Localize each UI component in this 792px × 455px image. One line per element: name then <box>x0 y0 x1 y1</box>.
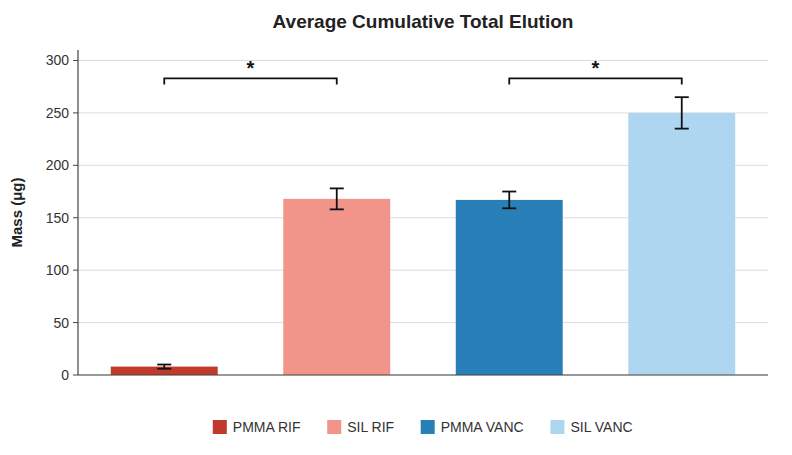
grid-line <box>78 60 768 61</box>
annotation: * <box>592 57 600 79</box>
y-tick <box>73 165 78 166</box>
bar <box>628 113 735 375</box>
chart-title: Average Cumulative Total Elution <box>273 11 574 32</box>
legend-label: SIL RIF <box>347 419 394 435</box>
error-bar <box>502 192 516 209</box>
y-tick <box>73 322 78 323</box>
y-tick-label: 150 <box>46 210 70 226</box>
y-tick <box>73 112 78 113</box>
y-tick <box>73 270 78 271</box>
legend-swatch <box>550 420 564 434</box>
legend-label: PMMA RIF <box>233 419 301 435</box>
error-bar <box>675 97 689 128</box>
annotation: * <box>247 57 255 79</box>
y-tick-label: 250 <box>46 105 70 121</box>
y-tick-label: 300 <box>46 52 70 68</box>
legend-label: PMMA VANC <box>441 419 524 435</box>
y-tick-label: 200 <box>46 157 70 173</box>
grid <box>78 60 768 375</box>
legend: PMMA RIF SIL RIF PMMA VANC SIL VANC <box>213 419 633 435</box>
y-tick-label: 100 <box>46 262 70 278</box>
bar <box>456 200 563 375</box>
bar <box>111 367 218 375</box>
legend-swatch <box>327 420 341 434</box>
legend-swatch <box>213 420 227 434</box>
y-axis-label: Mass (μg) <box>8 177 25 247</box>
y-tick-label: 0 <box>61 367 69 383</box>
error-bar <box>157 365 171 369</box>
chart-svg: Average Cumulative Total Elution Mass (μg… <box>0 0 792 455</box>
y-tick <box>73 375 78 376</box>
bars <box>111 97 735 375</box>
error-bar <box>330 188 344 209</box>
y-tick <box>73 217 78 218</box>
grid-line <box>78 375 768 376</box>
legend-swatch <box>421 420 435 434</box>
bar <box>283 199 390 375</box>
y-tick <box>73 60 78 61</box>
y-axis-line <box>77 50 78 375</box>
y-tick-label: 50 <box>53 315 69 331</box>
legend-label: SIL VANC <box>570 419 632 435</box>
x-axis-line <box>78 374 768 375</box>
chart-container: Average Cumulative Total Elution Mass (μg… <box>0 0 792 455</box>
